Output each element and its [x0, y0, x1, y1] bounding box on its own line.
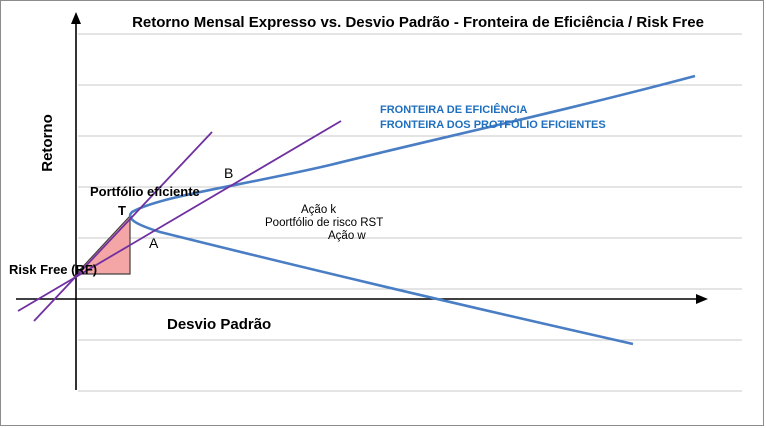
- acao-w-label: Ação w: [328, 230, 366, 242]
- x-axis-label: Desvio Padrão: [167, 316, 271, 333]
- y-axis-arrow-icon: [71, 12, 81, 24]
- efficient-portfolios-frontier-label: FRONTEIRA DOS PROTFÓLIO EFICIENTES: [380, 118, 606, 131]
- point-a-label: A: [149, 235, 159, 251]
- chart-title: Retorno Mensal Expresso vs. Desvio Padrã…: [132, 14, 704, 31]
- y-axis-label: Retorno: [39, 114, 56, 172]
- x-axis-arrow-icon: [696, 294, 708, 304]
- acao-k-label: Ação k: [301, 204, 336, 216]
- risky-portfolio-label: Poortfólio de risco RST: [265, 217, 383, 229]
- point-b-label: B: [224, 165, 233, 181]
- point-t-label: T: [118, 203, 126, 218]
- risk-free-label: Risk Free (RF): [9, 262, 97, 277]
- capital-line-optimal: [33, 131, 213, 322]
- efficient-frontier-label: FRONTEIRA DE EFICIÊNCIA: [380, 103, 528, 116]
- efficient-frontier-curve: [128, 74, 696, 346]
- gridlines: [78, 33, 742, 392]
- capital-line-suboptimal: [17, 120, 342, 312]
- efficient-portfolio-label: Portfólio eficiente: [90, 184, 200, 199]
